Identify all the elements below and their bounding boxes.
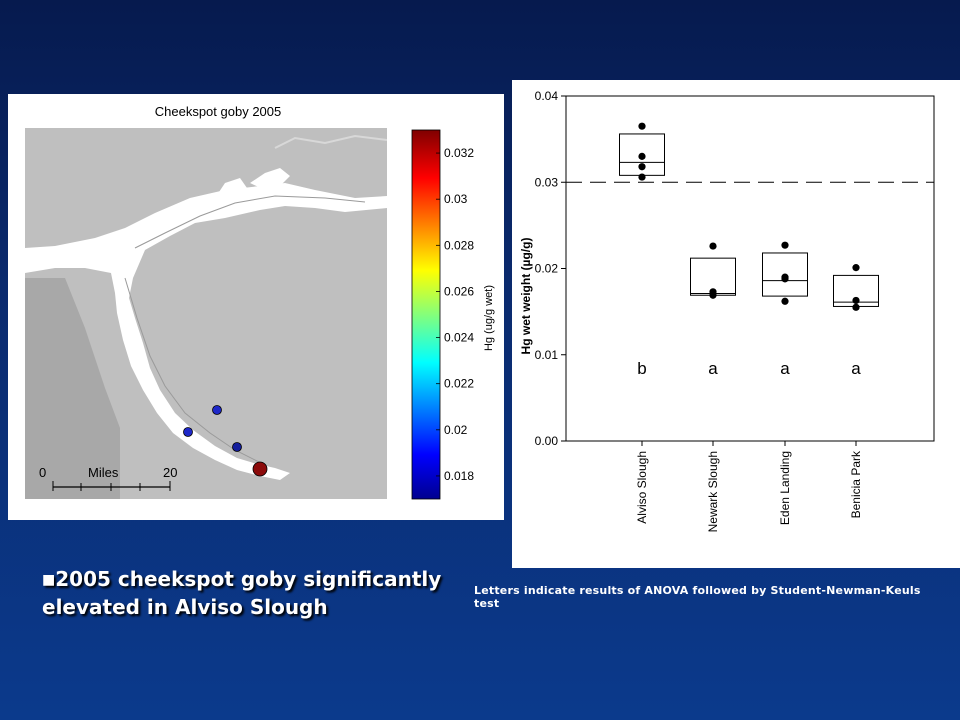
bay-water <box>25 183 387 480</box>
footnote: Letters indicate results of ANOVA follow… <box>474 584 921 610</box>
chart-panel: Hg wet weight (µg/g) 0.00 0.01 0.02 0.03 0.0… <box>512 80 960 568</box>
x-tick-label: Newark Slough <box>706 451 720 532</box>
north-bay-lobe-2 <box>215 178 247 200</box>
colorbar-tick-label: 0.032 <box>444 146 474 160</box>
y-tick-label: 0.01 <box>535 348 559 362</box>
sample-point-eden <box>183 427 193 437</box>
y-tick-label: 0.00 <box>535 434 559 448</box>
sample-point-alviso <box>252 461 268 477</box>
group-letter: a <box>708 359 718 378</box>
scale-label-start: 0 <box>39 465 46 480</box>
data-point <box>781 297 789 305</box>
map-title: Cheekspot goby 2005 <box>154 104 282 119</box>
colorbar-tick-label: 0.028 <box>444 238 474 252</box>
box-plot: Hg wet weight (µg/g) 0.00 0.01 0.02 0.03 0.0… <box>519 89 935 532</box>
sample-point-newark <box>212 405 222 415</box>
y-tick-label: 0.03 <box>535 175 559 189</box>
data-point <box>638 173 646 181</box>
y-tick-label: 0.02 <box>535 262 559 276</box>
colorbar: 0.032 0.03 0.028 0.026 0.024 0.022 0.02 0.018 H… <box>411 129 495 500</box>
bullet-text: 2005 cheekspot goby significantly elevat… <box>42 567 442 619</box>
data-point <box>709 242 717 250</box>
sample-point-benicia <box>232 442 242 452</box>
map-panel: Cheekspot goby 2005 0 Miles 20 <box>8 94 504 520</box>
colorbar-tick-label: 0.024 <box>444 331 474 345</box>
x-tick-label: Benicia Park <box>849 450 863 518</box>
colorbar-ticks: 0.032 0.03 0.028 0.026 0.024 0.022 0.02 0.018 <box>436 146 474 483</box>
group-letter: a <box>851 359 861 378</box>
data-point <box>781 275 789 283</box>
colorbar-tick-label: 0.022 <box>444 377 474 391</box>
data-point <box>852 303 860 311</box>
bullet-square-icon: ■ <box>42 572 56 588</box>
colorbar-tick-label: 0.026 <box>444 284 474 298</box>
data-point <box>638 122 646 130</box>
data-point <box>709 291 717 299</box>
group-letter: b <box>637 359 646 378</box>
bullet-point: ■2005 cheekspot goby significantly eleva… <box>42 566 462 621</box>
ocean-shape <box>25 278 120 499</box>
scale-label-end: 20 <box>163 465 177 480</box>
delta-shoreline <box>274 134 387 149</box>
x-tick-label: Alviso Slough <box>635 451 649 524</box>
bay-map: 0 Miles 20 <box>25 128 387 499</box>
colorbar-tick-label: 0.018 <box>444 469 474 483</box>
channel-line-north <box>134 195 366 249</box>
north-bay-lobe <box>250 168 290 190</box>
colorbar-gradient <box>411 129 441 500</box>
y-tick-label: 0.04 <box>535 89 559 103</box>
data-point <box>852 264 860 272</box>
colorbar-label: Hg (ug/g wet) <box>483 285 495 351</box>
channel-line <box>124 277 264 465</box>
colorbar-tick-label: 0.03 <box>444 192 468 206</box>
group-letter: a <box>780 359 790 378</box>
bay-map-svg: 0 Miles 20 <box>25 134 387 499</box>
scale-label-unit: Miles <box>88 465 119 480</box>
data-point <box>638 152 646 160</box>
colorbar-tick-label: 0.02 <box>444 423 468 437</box>
x-tick-label: Eden Landing <box>778 451 792 525</box>
data-point <box>852 296 860 305</box>
y-axis-label: Hg wet weight (µg/g) <box>519 238 533 355</box>
data-point <box>638 163 646 171</box>
data-point <box>781 241 789 249</box>
